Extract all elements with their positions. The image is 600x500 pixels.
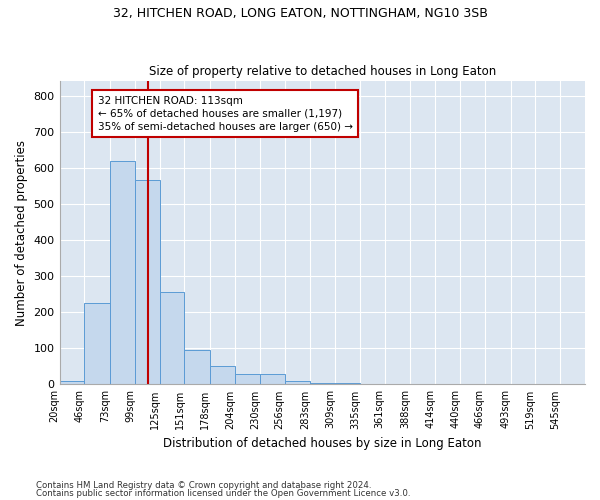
Bar (160, 292, 184, 384)
X-axis label: Distribution of detached houses by size in Long Eaton: Distribution of detached houses by size … (163, 437, 482, 450)
Bar (310, 382, 335, 384)
Text: Contains public sector information licensed under the Open Government Licence v3: Contains public sector information licen… (36, 488, 410, 498)
Text: 32, HITCHEN ROAD, LONG EATON, NOTTINGHAM, NG10 3SB: 32, HITCHEN ROAD, LONG EATON, NOTTINGHAM… (113, 8, 487, 20)
Bar (260, 374, 284, 384)
Text: Contains HM Land Registry data © Crown copyright and database right 2024.: Contains HM Land Registry data © Crown c… (36, 481, 371, 490)
Bar (135, 180, 160, 384)
Y-axis label: Number of detached properties: Number of detached properties (15, 140, 28, 326)
Bar (210, 366, 235, 384)
Bar (184, 350, 210, 384)
Text: 32 HITCHEN ROAD: 113sqm
← 65% of detached houses are smaller (1,197)
35% of semi: 32 HITCHEN ROAD: 113sqm ← 65% of detache… (98, 96, 353, 132)
Bar (110, 160, 135, 384)
Bar (85, 303, 110, 384)
Title: Size of property relative to detached houses in Long Eaton: Size of property relative to detached ho… (149, 66, 496, 78)
Bar (284, 381, 310, 384)
Bar (59, 381, 85, 384)
Bar (235, 374, 260, 384)
Bar (335, 382, 360, 384)
